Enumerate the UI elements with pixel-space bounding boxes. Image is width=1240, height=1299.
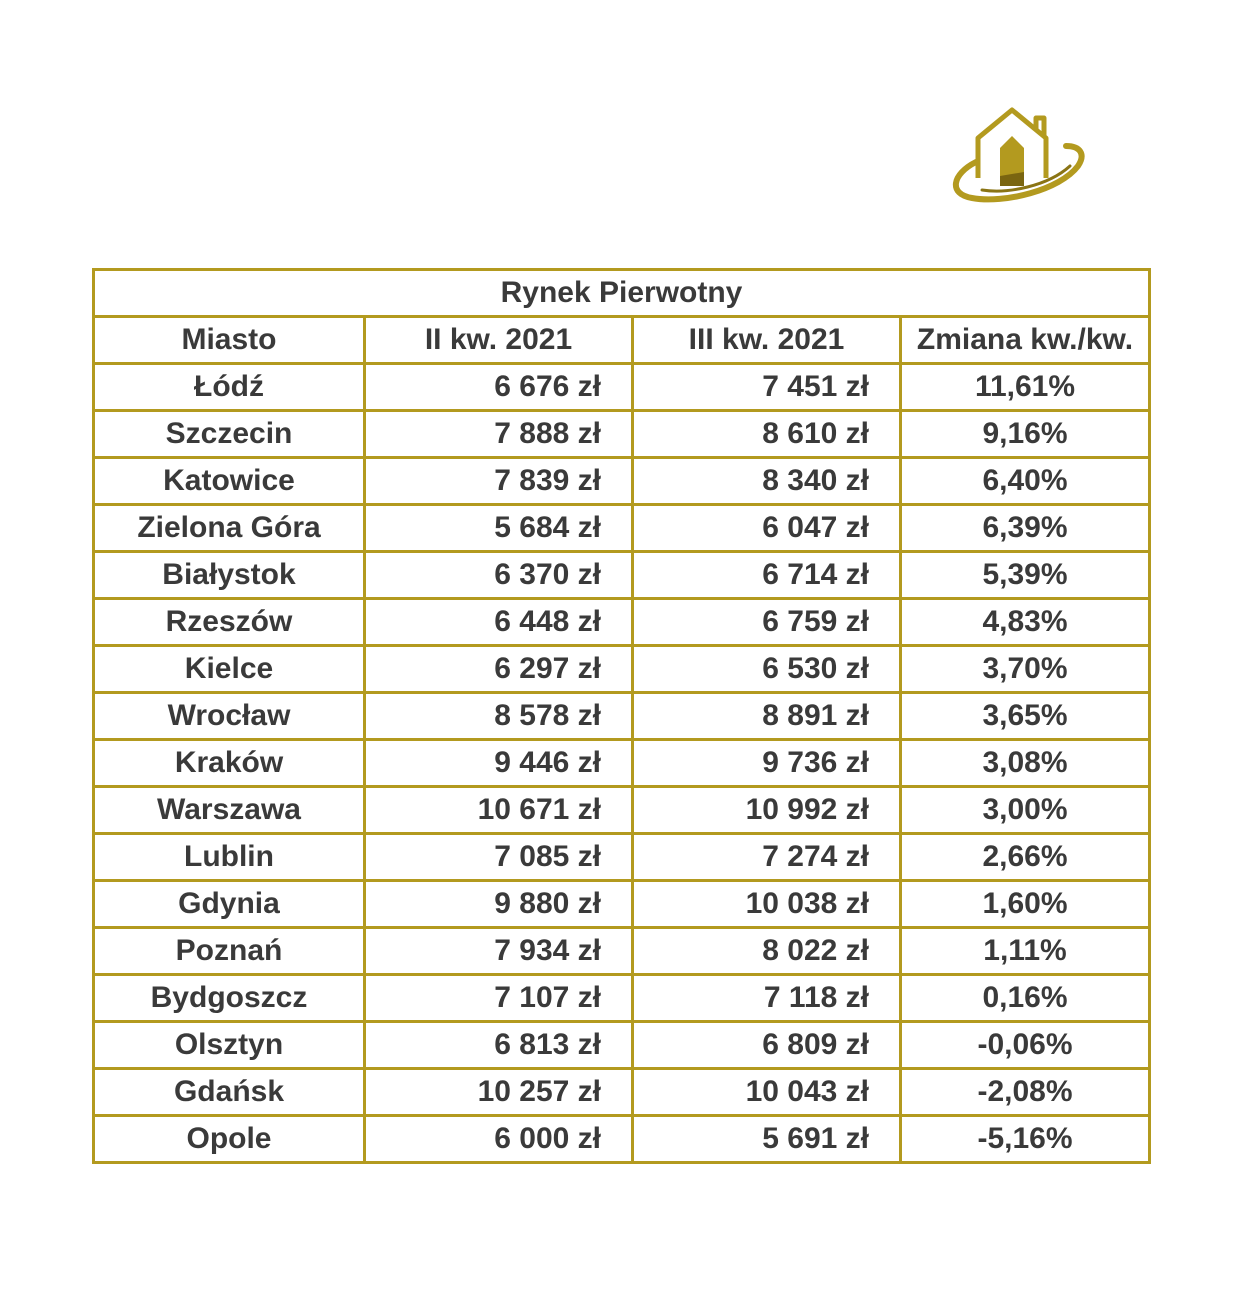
q3-price-cell: 5 691 zł xyxy=(631,1114,902,1164)
city-cell: Zielona Góra xyxy=(92,503,366,553)
q3-price-cell: 7 274 zł xyxy=(631,832,902,882)
change-cell: -0,06% xyxy=(899,1020,1151,1070)
change-cell: 2,66% xyxy=(899,832,1151,882)
q3-price-cell: 7 118 zł xyxy=(631,973,902,1023)
q2-price-cell: 5 684 zł xyxy=(363,503,634,553)
change-cell: 1,60% xyxy=(899,879,1151,929)
city-cell: Gdańsk xyxy=(92,1067,366,1117)
q3-price-cell: 9 736 zł xyxy=(631,738,902,788)
table-row: Kielce 6 297 zł 6 530 zł 3,70% xyxy=(92,644,1151,694)
table-row: Zielona Góra 5 684 zł 6 047 zł 6,39% xyxy=(92,503,1151,553)
q2-price-cell: 6 813 zł xyxy=(363,1020,634,1070)
change-cell: 6,39% xyxy=(899,503,1151,553)
q3-price-cell: 8 891 zł xyxy=(631,691,902,741)
change-cell: 1,11% xyxy=(899,926,1151,976)
table-row: Wrocław 8 578 zł 8 891 zł 3,65% xyxy=(92,691,1151,741)
q2-price-cell: 7 107 zł xyxy=(363,973,634,1023)
q2-price-cell: 6 676 zł xyxy=(363,362,634,412)
q3-price-cell: 8 610 zł xyxy=(631,409,902,459)
change-cell: 11,61% xyxy=(899,362,1151,412)
q3-price-cell: 6 047 zł xyxy=(631,503,902,553)
table-body: Łódź 6 676 zł 7 451 zł 11,61% Szczecin 7 888 … xyxy=(92,362,1151,1164)
column-header-q2: II kw. 2021 xyxy=(363,315,634,365)
city-cell: Bydgoszcz xyxy=(92,973,366,1023)
q3-price-cell: 10 992 zł xyxy=(631,785,902,835)
city-cell: Gdynia xyxy=(92,879,366,929)
column-header-change: Zmiana kw./kw. xyxy=(899,315,1151,365)
city-cell: Białystok xyxy=(92,550,366,600)
q2-price-cell: 7 839 zł xyxy=(363,456,634,506)
column-header-city: Miasto xyxy=(92,315,366,365)
q2-price-cell: 7 888 zł xyxy=(363,409,634,459)
table-row: Białystok 6 370 zł 6 714 zł 5,39% xyxy=(92,550,1151,600)
table-row: Gdańsk 10 257 zł 10 043 zł -2,08% xyxy=(92,1067,1151,1117)
q3-price-cell: 10 043 zł xyxy=(631,1067,902,1117)
table-row: Warszawa 10 671 zł 10 992 zł 3,00% xyxy=(92,785,1151,835)
table-header-row: Miasto II kw. 2021 III kw. 2021 Zmiana k… xyxy=(92,315,1151,365)
price-table: Rynek Pierwotny Miasto II kw. 2021 III k… xyxy=(92,268,1151,1164)
change-cell: 3,70% xyxy=(899,644,1151,694)
table-row: Lublin 7 085 zł 7 274 zł 2,66% xyxy=(92,832,1151,882)
change-cell: -5,16% xyxy=(899,1114,1151,1164)
change-cell: 0,16% xyxy=(899,973,1151,1023)
city-cell: Poznań xyxy=(92,926,366,976)
q2-price-cell: 6 000 zł xyxy=(363,1114,634,1164)
change-cell: 3,65% xyxy=(899,691,1151,741)
q2-price-cell: 9 446 zł xyxy=(363,738,634,788)
change-cell: 6,40% xyxy=(899,456,1151,506)
q3-price-cell: 6 809 zł xyxy=(631,1020,902,1070)
table-title: Rynek Pierwotny xyxy=(92,268,1151,318)
table-row: Olsztyn 6 813 zł 6 809 zł -0,06% xyxy=(92,1020,1151,1070)
price-table-container: Rynek Pierwotny Miasto II kw. 2021 III k… xyxy=(92,268,1151,1164)
q3-price-cell: 6 530 zł xyxy=(631,644,902,694)
q3-price-cell: 10 038 zł xyxy=(631,879,902,929)
city-cell: Katowice xyxy=(92,456,366,506)
change-cell: 5,39% xyxy=(899,550,1151,600)
q3-price-cell: 8 340 zł xyxy=(631,456,902,506)
q2-price-cell: 6 448 zł xyxy=(363,597,634,647)
q3-price-cell: 6 759 zł xyxy=(631,597,902,647)
city-cell: Wrocław xyxy=(92,691,366,741)
city-cell: Szczecin xyxy=(92,409,366,459)
q2-price-cell: 8 578 zł xyxy=(363,691,634,741)
column-header-q3: III kw. 2021 xyxy=(631,315,902,365)
table-row: Rzeszów 6 448 zł 6 759 zł 4,83% xyxy=(92,597,1151,647)
table-row: Szczecin 7 888 zł 8 610 zł 9,16% xyxy=(92,409,1151,459)
table-row: Katowice 7 839 zł 8 340 zł 6,40% xyxy=(92,456,1151,506)
q3-price-cell: 8 022 zł xyxy=(631,926,902,976)
table-row: Poznań 7 934 zł 8 022 zł 1,11% xyxy=(92,926,1151,976)
q3-price-cell: 7 451 zł xyxy=(631,362,902,412)
city-cell: Lublin xyxy=(92,832,366,882)
q2-price-cell: 6 370 zł xyxy=(363,550,634,600)
city-cell: Kraków xyxy=(92,738,366,788)
change-cell: -2,08% xyxy=(899,1067,1151,1117)
change-cell: 3,00% xyxy=(899,785,1151,835)
city-cell: Kielce xyxy=(92,644,366,694)
city-cell: Opole xyxy=(92,1114,366,1164)
table-row: Opole 6 000 zł 5 691 zł -5,16% xyxy=(92,1114,1151,1164)
q3-price-cell: 6 714 zł xyxy=(631,550,902,600)
city-cell: Łódź xyxy=(92,362,366,412)
city-cell: Warszawa xyxy=(92,785,366,835)
q2-price-cell: 9 880 zł xyxy=(363,879,634,929)
change-cell: 4,83% xyxy=(899,597,1151,647)
q2-price-cell: 7 085 zł xyxy=(363,832,634,882)
house-in-orbit-logo xyxy=(948,104,1088,210)
table-row: Bydgoszcz 7 107 zł 7 118 zł 0,16% xyxy=(92,973,1151,1023)
city-cell: Rzeszów xyxy=(92,597,366,647)
table-row: Łódź 6 676 zł 7 451 zł 11,61% xyxy=(92,362,1151,412)
q2-price-cell: 6 297 zł xyxy=(363,644,634,694)
q2-price-cell: 7 934 zł xyxy=(363,926,634,976)
q2-price-cell: 10 257 zł xyxy=(363,1067,634,1117)
table-title-row: Rynek Pierwotny xyxy=(92,268,1151,318)
table-row: Kraków 9 446 zł 9 736 zł 3,08% xyxy=(92,738,1151,788)
change-cell: 3,08% xyxy=(899,738,1151,788)
q2-price-cell: 10 671 zł xyxy=(363,785,634,835)
table-row: Gdynia 9 880 zł 10 038 zł 1,60% xyxy=(92,879,1151,929)
city-cell: Olsztyn xyxy=(92,1020,366,1070)
change-cell: 9,16% xyxy=(899,409,1151,459)
